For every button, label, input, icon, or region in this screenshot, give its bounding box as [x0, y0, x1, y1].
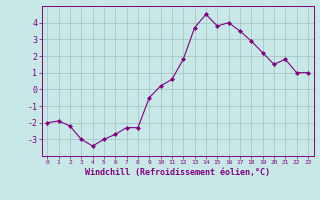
X-axis label: Windchill (Refroidissement éolien,°C): Windchill (Refroidissement éolien,°C): [85, 168, 270, 177]
